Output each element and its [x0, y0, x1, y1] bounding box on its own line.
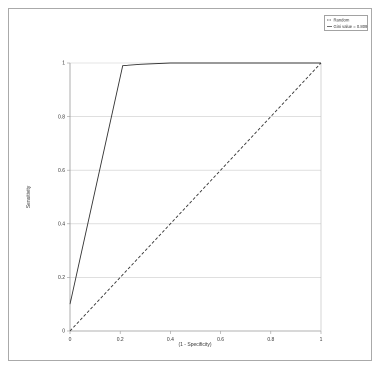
x-tick-labels: 0 0.2 0.4 0.6 0.8 1: [69, 331, 323, 343]
axes: [69, 63, 322, 332]
legend-box: [324, 15, 368, 31]
y-tick-label-5: 1: [62, 61, 65, 67]
x-tick-label-2: 0.4: [167, 337, 174, 343]
y-tick-label-3: 0.6: [58, 168, 65, 174]
y-tick-label-2: 0.4: [58, 222, 65, 228]
legend: Random Gini value = 0.809: [324, 15, 369, 31]
x-tick-label-0: 0: [69, 337, 72, 343]
x-axis-label: (1 - Specificity): [178, 342, 211, 348]
legend-entry-gini: Gini value = 0.809: [334, 24, 369, 29]
series-lines: [69, 62, 322, 332]
x-tick-label-1: 0.2: [117, 337, 124, 343]
y-tick-label-4: 0.8: [58, 114, 65, 120]
series-line-0: [69, 62, 322, 332]
y-axis-label: Sensitivity: [26, 185, 32, 208]
series-line-1: [69, 62, 321, 305]
y-tick-label-1: 0.2: [58, 275, 65, 281]
legend-entry-random: Random: [334, 18, 350, 23]
y-tick-labels: 0 0.2 0.4 0.6 0.8 1: [58, 61, 70, 335]
x-tick-label-5: 1: [320, 337, 323, 343]
chart-border: [8, 8, 372, 361]
y-tick-label-0: 0: [62, 329, 65, 335]
x-tick-label-3: 0.6: [217, 337, 224, 343]
x-tick-label-4: 0.8: [267, 337, 274, 343]
